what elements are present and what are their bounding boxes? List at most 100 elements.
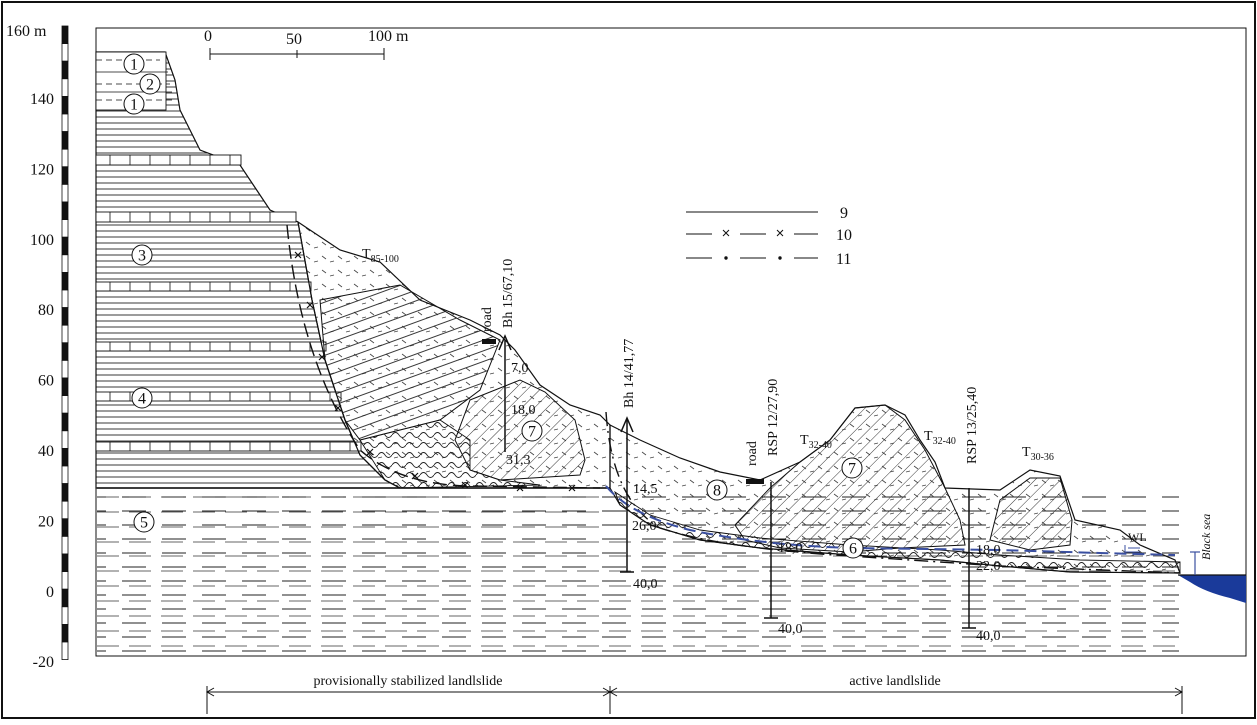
- slip-cross-mark: [366, 448, 374, 456]
- elevation-bar-segment: [61, 624, 69, 643]
- unit-marker-number: 1: [130, 97, 138, 114]
- elevation-bar-segment: [61, 483, 69, 502]
- elevation-tick-label: 80: [38, 302, 54, 319]
- bh14-depth-1: 14,5: [633, 482, 658, 497]
- elevation-bar-segment: [61, 271, 69, 291]
- elevation-bar-segment: [61, 131, 69, 150]
- unit-marker-number: 7: [848, 461, 856, 478]
- unit-marker-circle: [133, 511, 155, 533]
- sliding-surface-active: [605, 411, 1181, 574]
- rsp12-depth-1: 18,0: [778, 541, 803, 556]
- unit-marker-circle: [521, 420, 543, 442]
- elevation-bar-segment: [61, 606, 69, 625]
- elevation-bar-segment: [61, 254, 69, 273]
- bh14-depth-2: 26,0: [632, 519, 657, 534]
- elevation-bar-segment: [61, 201, 69, 221]
- elevation-bar-segment: [61, 148, 69, 168]
- water-level-marker: [1124, 545, 1140, 553]
- black-sea-water: [1178, 575, 1246, 603]
- elevation-bar-segment: [61, 289, 69, 309]
- bh14-depth-3: 40,0: [633, 577, 658, 592]
- elevation-bar-segment: [61, 377, 69, 397]
- borehole-name-bh15: Bh 15/67,10: [501, 259, 516, 328]
- unit-marker-number: 4: [138, 391, 146, 408]
- legend-label-9: 9: [840, 205, 848, 222]
- elevation-bar-segment: [61, 465, 69, 485]
- elevation-bar-segment: [61, 324, 69, 344]
- rsp13-depth-2: 22,0: [976, 559, 1001, 574]
- terrace-label-1: T85-100: [362, 247, 399, 265]
- active-block-seaward: [989, 477, 1073, 551]
- elevation-bar-segment: [61, 307, 69, 326]
- terrace-label-3: T32-40: [924, 429, 956, 447]
- sliding-surface-stabilized: [286, 224, 601, 489]
- bh15-depth-2: 18,0: [511, 403, 536, 418]
- scale-label-0: 0: [204, 28, 212, 45]
- sea-label: Black sea: [1199, 514, 1213, 560]
- slip-cross-mark: [461, 481, 469, 489]
- elevation-tick-label: 100: [30, 232, 54, 249]
- legend: 9 10 11: [686, 205, 852, 268]
- unit-marker-circle: [131, 387, 153, 409]
- scale-bar: 0 50 100 m: [204, 28, 409, 60]
- scale-label-50: 50: [286, 31, 302, 48]
- unit-marker-number: 6: [849, 541, 857, 558]
- elevation-tick-label: 40: [38, 443, 54, 460]
- water-level-label: WL: [1128, 530, 1147, 544]
- elevation-bar-segment: [61, 536, 69, 555]
- groundwater-line: [605, 485, 1176, 556]
- legend-line-dash-cross: [686, 229, 818, 237]
- elevation-bar-segment: [61, 553, 69, 573]
- elevation-bar-segment: [61, 412, 69, 432]
- elevation-bar-segment: [61, 359, 69, 379]
- elevation-bar-segment: [61, 96, 69, 115]
- slip-cross-mark: [318, 353, 326, 361]
- axis-unit-label: 160 m: [6, 23, 47, 40]
- elevation-bar-segment: [61, 342, 69, 361]
- elevation-bar: [61, 25, 69, 661]
- terrace-label-4: T30-36: [1022, 445, 1054, 463]
- scale-label-100: 100 m: [368, 28, 409, 45]
- elevation-bar-segment: [61, 395, 69, 414]
- borehole-rsp12: road RSP 12/27,90 18,0 40,0: [745, 379, 803, 637]
- elevation-bar-segment: [61, 166, 69, 185]
- rsp12-depth-2: 40,0: [778, 622, 803, 637]
- elevation-bar-segment: [61, 641, 69, 661]
- terrace-label-2: T32-40: [800, 433, 832, 451]
- terrace-labels: T85-100 T32-40 T32-40 T30-36: [362, 247, 1054, 463]
- borehole-bh14: Bh 14/41,77 14,5 26,0 40,0: [620, 339, 658, 592]
- bh15-depth-3: 31,3: [506, 453, 531, 468]
- elevation-bar-segment: [61, 43, 69, 62]
- elevation-bar-segment: [61, 78, 69, 97]
- slip-surface-crosses: [294, 251, 576, 492]
- legend-label-11: 11: [836, 251, 851, 268]
- elevation-tick-label: -20: [33, 654, 54, 671]
- elevation-tick-label: 20: [38, 513, 54, 530]
- borehole-name-rsp12: RSP 12/27,90: [766, 379, 781, 456]
- zone-label-active: active landlslide: [849, 674, 940, 689]
- sea-arrow: [1190, 551, 1200, 575]
- unit-marker-number: 8: [713, 483, 721, 500]
- elevation-bar-segment: [61, 60, 69, 80]
- elevation-tick-label: 0: [46, 584, 54, 601]
- elevation-tick-label: 120: [30, 161, 54, 178]
- elevation-bar-segment: [61, 571, 69, 590]
- elevation-bar-segment: [61, 236, 69, 256]
- borehole-bh15: road Bh 15/67,10 7,0 18,0 31,3: [480, 259, 536, 468]
- unit-marker-circle: [123, 93, 145, 115]
- unit-marker-circle: [706, 479, 728, 501]
- unit-marker-number: 1: [130, 57, 138, 74]
- elevation-bar-segment: [61, 518, 69, 537]
- legend-label-10: 10: [836, 227, 852, 244]
- slip-cross-mark: [411, 472, 419, 480]
- borehole-name-rsp13: RSP 13/25,40: [965, 387, 980, 464]
- elevation-bar-segment: [61, 25, 69, 45]
- road-label-1: road: [480, 307, 495, 332]
- slip-cross-mark: [568, 484, 576, 492]
- zone-active: active landlslide: [608, 674, 1184, 714]
- borehole-name-bh14: Bh 14/41,77: [622, 339, 637, 408]
- unit-marker-circle: [139, 73, 161, 95]
